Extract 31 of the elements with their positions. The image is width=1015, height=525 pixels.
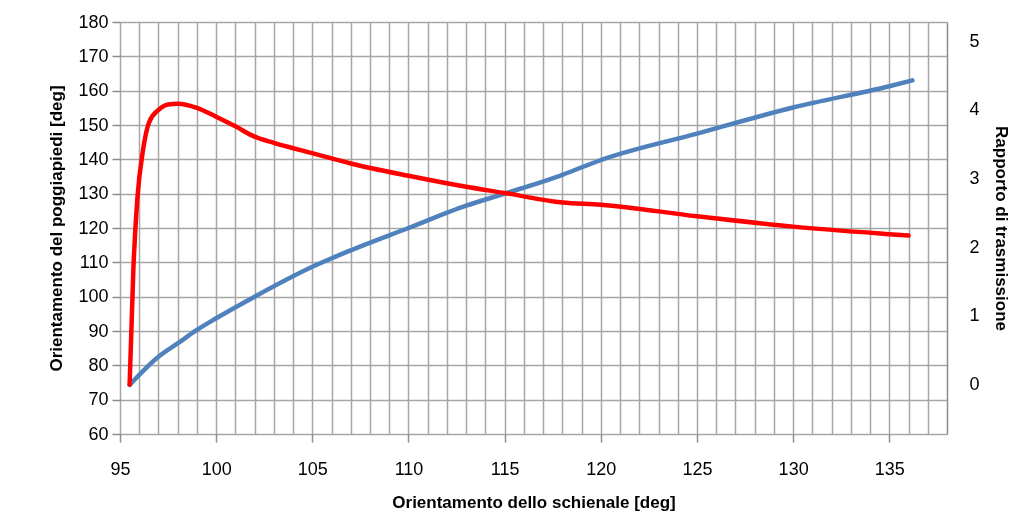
y2-tick-label: 1 [969, 305, 980, 326]
y-tick-label: 120 [78, 217, 109, 238]
x-axis-title: Orientamento dello schienale [deg] [392, 492, 676, 512]
y-axis-title: Orientamento del poggiapiedi [deg] [47, 85, 67, 372]
y2-tick-label: 3 [969, 168, 980, 189]
y-tick-label: 140 [78, 148, 109, 169]
y-tick-label: 110 [79, 251, 109, 272]
y-tick-label: 60 [88, 423, 109, 444]
y2-axis-title: Rapporto di trasmissione [991, 126, 1011, 331]
x-tick-label: 115 [490, 458, 520, 479]
y2-tick-label: 4 [969, 99, 980, 120]
y-tick-label: 180 [78, 11, 109, 32]
y-tick-label: 100 [78, 286, 109, 307]
y-tick-label: 150 [78, 114, 109, 135]
x-tick-label: 130 [778, 458, 809, 479]
x-tick-label: 125 [682, 458, 713, 479]
x-tick-label: 110 [394, 458, 424, 479]
x-tick-label: 100 [201, 458, 232, 479]
y-tick-label: 70 [88, 389, 109, 410]
y-tick-label: 80 [88, 354, 109, 375]
x-tick-label: 135 [874, 458, 905, 479]
y-tick-label: 160 [78, 80, 109, 101]
x-tick-label: 105 [297, 458, 328, 479]
y2-tick-label: 5 [969, 30, 980, 51]
x-tick-label: 95 [110, 458, 131, 479]
y-tick-label: 170 [78, 45, 109, 66]
y2-tick-label: 2 [969, 236, 980, 257]
x-tick-label: 120 [586, 458, 617, 479]
y2-tick-label: 0 [969, 374, 980, 395]
y-tick-label: 90 [88, 320, 109, 341]
y-tick-label: 130 [78, 183, 109, 204]
